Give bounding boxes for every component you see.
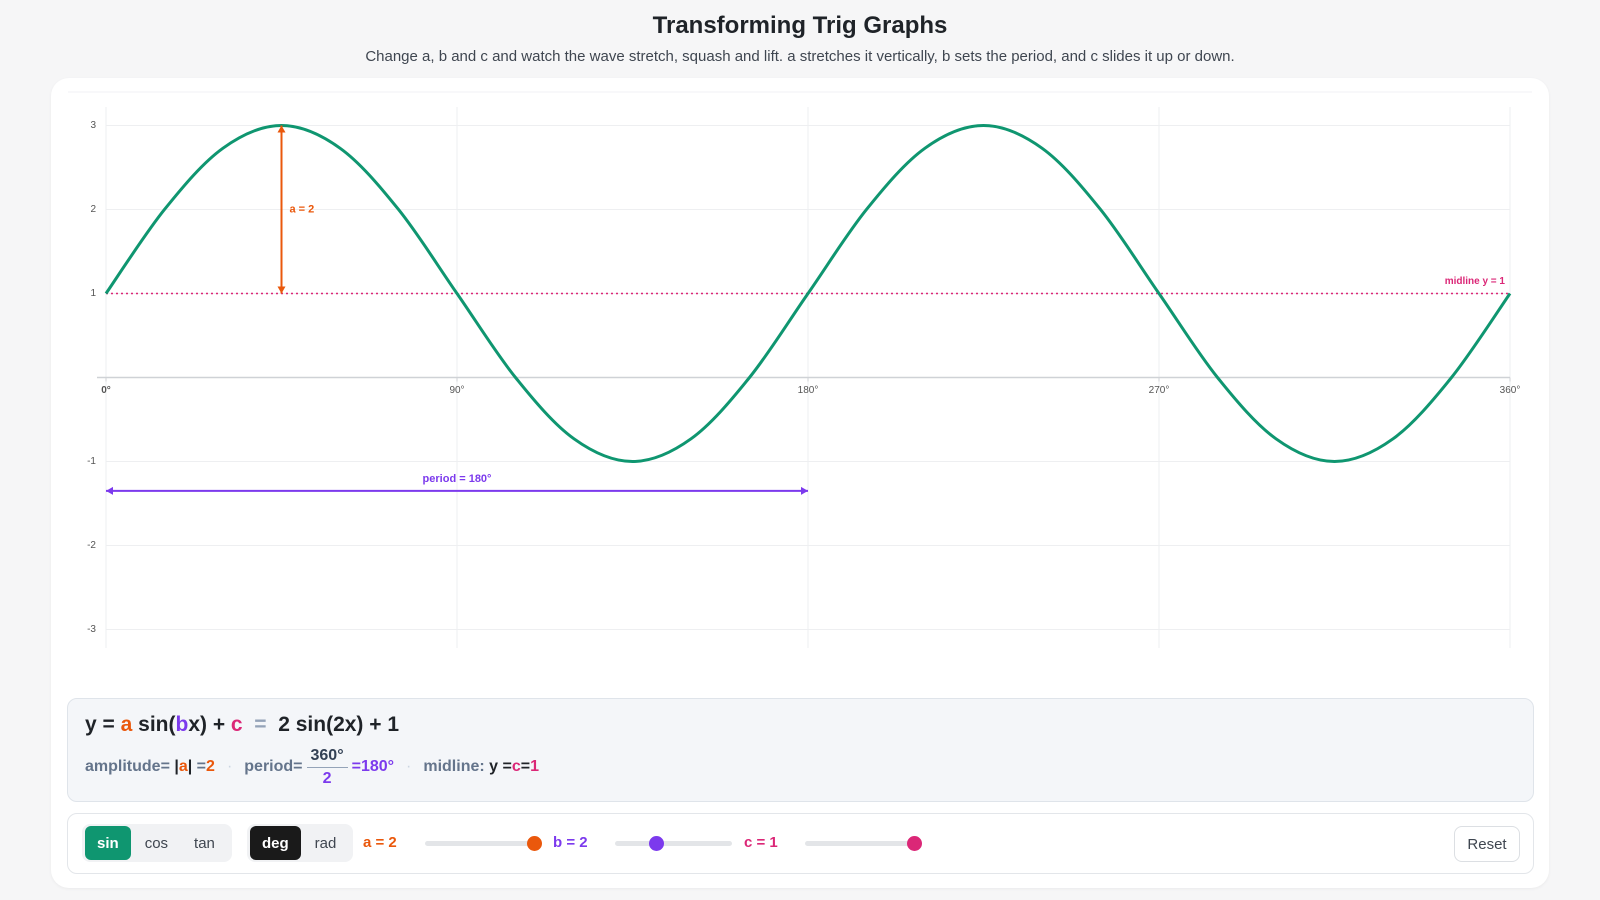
midline-part: midline: — [423, 758, 490, 775]
slider-label: b = 2 — [553, 834, 588, 851]
chart: -3 -2 -1 1 2 3 0° 90° 180° 270° 360° midline y = 1 a… — [68, 91, 1532, 648]
y-tick-label: 2 — [90, 204, 96, 215]
slider-track[interactable] — [425, 836, 542, 851]
curve — [104, 123, 1512, 464]
y-tick-label: 3 — [90, 120, 96, 131]
y-tick-label: -3 — [87, 624, 96, 635]
slider-knob[interactable] — [648, 836, 664, 851]
amplitude-part: | — [187, 758, 193, 775]
equation-part: 2 sin(2x) + 1 — [278, 713, 400, 736]
y-tick-label: -1 — [87, 456, 96, 467]
slider-knob[interactable] — [526, 836, 542, 851]
midline-part: 1 — [530, 758, 539, 775]
arrowhead — [801, 486, 808, 495]
function-toggle: sin cos tan — [82, 824, 232, 862]
separator: · — [406, 758, 412, 775]
equation-part: a — [120, 713, 133, 736]
formula-panel: y = a sin(bx) + c = 2 sin(2x) + 1 amplit… — [67, 698, 1534, 802]
function-button[interactable]: tan — [182, 826, 227, 860]
x-tick-label: 360° — [1500, 385, 1521, 396]
period-result: =180° — [351, 758, 395, 775]
numerator: 360° — [306, 747, 348, 768]
x-tick-label: 270° — [1149, 385, 1170, 396]
period-label: period= — [244, 758, 303, 775]
amplitude-part: amplitude= — [85, 758, 175, 775]
slider-knob[interactable] — [906, 836, 922, 851]
amplitude-part: a — [178, 758, 188, 775]
denominator: 2 — [322, 769, 332, 787]
period-label: period = 180° — [423, 473, 492, 485]
equation-part: sin( — [132, 713, 176, 736]
midline-part: = — [520, 758, 531, 775]
midline-label: midline y = 1 — [1445, 276, 1506, 287]
fraction: 360° 2 — [306, 747, 348, 788]
amplitude-label: a = 2 — [290, 203, 315, 215]
arrowhead — [277, 286, 286, 294]
equation-part: c — [230, 713, 243, 736]
stats-row: amplitude= | a | = 2 · period= 360° 2 =180° · midl… — [85, 745, 539, 789]
arrowhead — [106, 486, 113, 495]
y-tick-label: -2 — [87, 540, 96, 551]
x-tick-label: 180° — [798, 385, 819, 396]
x-tick-label: 0° — [101, 385, 111, 396]
amplitude-part: 2 — [206, 758, 215, 775]
equation-part: x) + — [188, 713, 231, 736]
equation: y = a sin(bx) + c = 2 sin(2x) + 1 — [85, 713, 399, 737]
equation-part: b — [175, 713, 189, 736]
x-tick-label: 90° — [449, 385, 464, 396]
arrowhead — [277, 125, 286, 133]
midline-part: y = — [489, 758, 512, 775]
slider-track[interactable] — [615, 836, 732, 851]
amplitude-part: | — [174, 758, 179, 775]
slider-label: c = 1 — [744, 834, 778, 851]
amplitude-part: = — [192, 758, 207, 775]
function-button[interactable]: sin — [85, 826, 131, 860]
page-subtitle: Change a, b and c and watch the wave str… — [365, 48, 1235, 65]
page-title: Transforming Trig Graphs — [652, 12, 948, 39]
reset-button[interactable]: Reset — [1454, 826, 1520, 862]
unit-toggle: deg rad — [247, 824, 354, 862]
controls-panel: sin cos tan deg rad Reset a = 2 b = 2 c = 1 — [67, 813, 1534, 874]
midline-part: c — [511, 758, 521, 775]
y-tick-label: 1 — [90, 288, 96, 299]
unit-button[interactable]: deg — [250, 826, 301, 860]
unit-button[interactable]: rad — [303, 826, 349, 860]
equation-part: = — [242, 713, 279, 736]
slider-label: a = 2 — [363, 834, 397, 851]
separator: · — [226, 758, 233, 775]
equation-part: y = — [85, 713, 121, 736]
function-button[interactable]: cos — [133, 826, 180, 860]
slider-track[interactable] — [805, 836, 922, 851]
